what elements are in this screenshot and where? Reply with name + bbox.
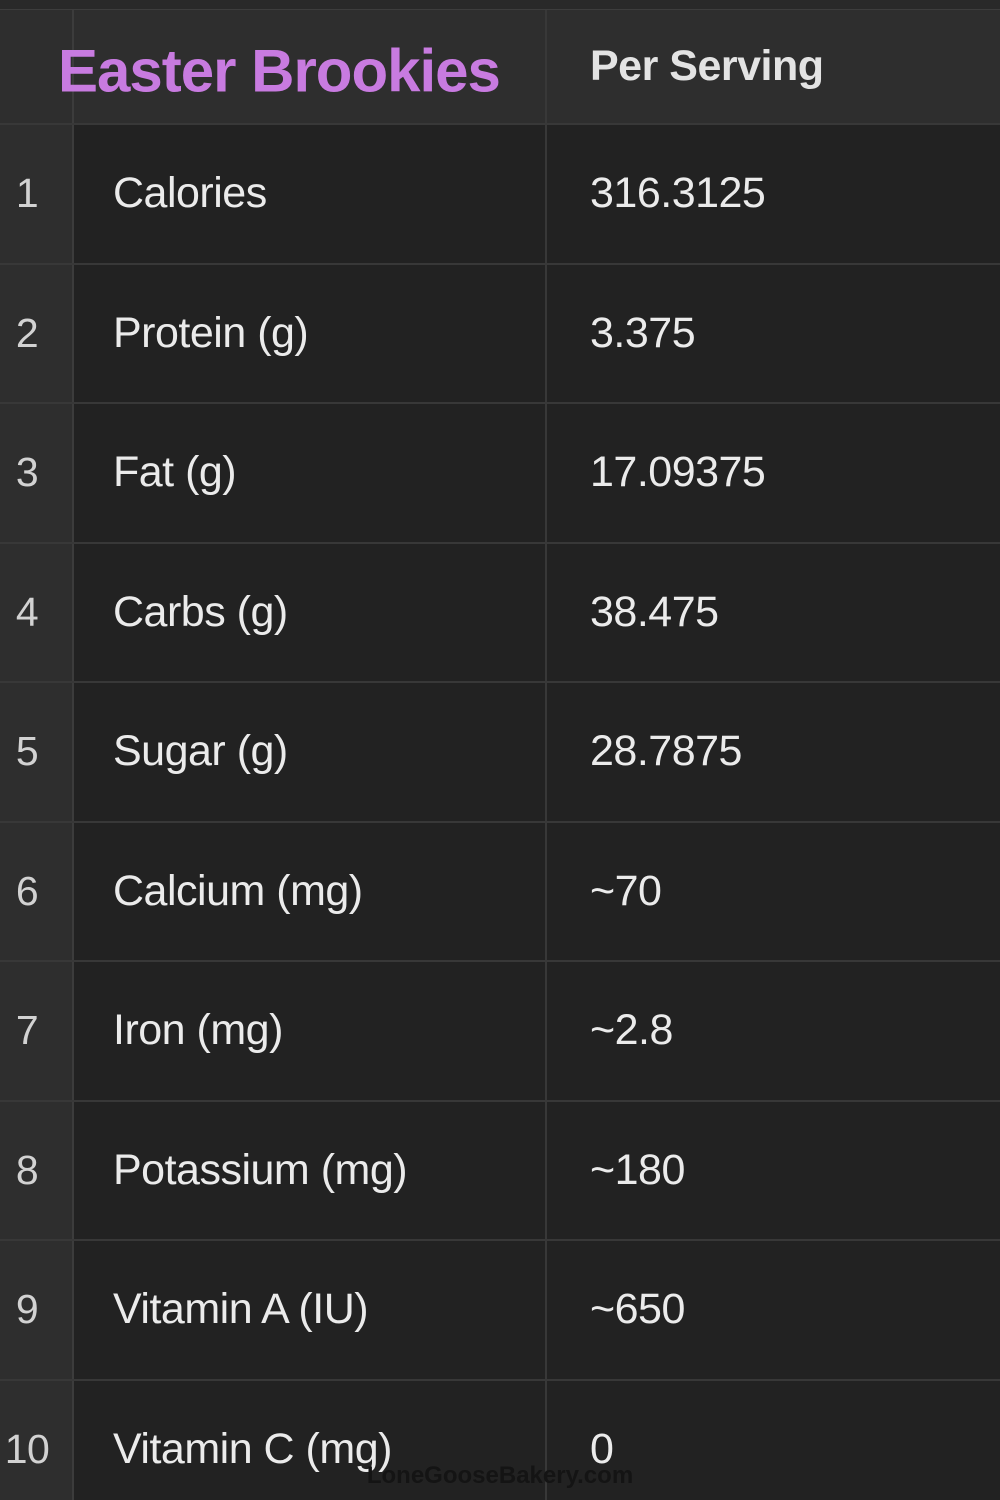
nutrient-value-cell[interactable]: ~180: [545, 1101, 1000, 1239]
row-number-cell[interactable]: 7: [0, 962, 74, 1100]
table-row: 7 Iron (mg) ~2.8: [0, 960, 1000, 1100]
nutrient-label-cell[interactable]: Vitamin C (mg): [113, 1424, 392, 1473]
nutrient-value-cell[interactable]: 3.375: [545, 264, 1000, 402]
row-number-cell[interactable]: 8: [0, 1101, 74, 1239]
table-row: 4 Carbs (g) 38.475: [0, 541, 1000, 681]
nutrient-value-cell[interactable]: ~2.8: [545, 962, 1000, 1100]
header-row: Per Serving Easter Brookies: [0, 10, 1000, 123]
table-row: 8 Potassium (mg) ~180: [0, 1099, 1000, 1239]
row-number-cell[interactable]: 1: [0, 125, 74, 263]
nutrient-label-cell[interactable]: Calories: [113, 169, 267, 218]
row-number-cell[interactable]: 2: [0, 264, 74, 402]
nutrient-value-cell[interactable]: ~70: [545, 822, 1000, 960]
row-number-header-cell[interactable]: [0, 10, 74, 123]
row-number-cell[interactable]: 9: [0, 1241, 74, 1379]
table-row: 1 Calories 316.3125: [0, 123, 1000, 263]
nutrient-label-cell[interactable]: Sugar (g): [113, 727, 288, 776]
nutrient-label-cell[interactable]: Vitamin A (IU): [113, 1285, 369, 1334]
nutrient-label-cell[interactable]: Carbs (g): [113, 587, 288, 636]
nutrient-value-cell[interactable]: 316.3125: [545, 125, 1000, 263]
table-row: 9 Vitamin A (IU) ~650: [0, 1239, 1000, 1379]
nutrient-value-cell[interactable]: 0: [545, 1380, 1000, 1500]
table-title[interactable]: Easter Brookies: [58, 37, 501, 104]
top-edge-strip: [0, 0, 1000, 10]
nutrient-label-cell[interactable]: Protein (g): [113, 308, 309, 357]
nutrient-value-cell[interactable]: ~650: [545, 1241, 1000, 1379]
watermark-text: LoneGooseBakery.com: [366, 1462, 634, 1489]
table-row: 3 Fat (g) 17.09375: [0, 402, 1000, 542]
nutrient-label-cell[interactable]: Calcium (mg): [113, 866, 363, 915]
nutrient-label-cell[interactable]: Potassium (mg): [113, 1145, 408, 1194]
nutrient-label-cell[interactable]: Iron (mg): [113, 1006, 283, 1055]
nutrient-value-cell[interactable]: 28.7875: [545, 683, 1000, 821]
row-number-cell[interactable]: 6: [0, 822, 74, 960]
table-row: 5 Sugar (g) 28.7875: [0, 681, 1000, 821]
table-row: 6 Calcium (mg) ~70: [0, 820, 1000, 960]
row-number-cell[interactable]: 3: [0, 404, 74, 542]
row-number-cell[interactable]: 5: [0, 683, 74, 821]
table-row: 10 Vitamin C (mg) 0: [0, 1378, 1000, 1500]
column-header-per-serving[interactable]: Per Serving: [545, 10, 1000, 123]
row-number-cell[interactable]: 4: [0, 543, 74, 681]
row-number-cell[interactable]: 10: [0, 1380, 74, 1500]
nutrient-label-cell[interactable]: Fat (g): [113, 448, 237, 497]
nutrient-value-cell[interactable]: 17.09375: [545, 404, 1000, 542]
nutrient-value-cell[interactable]: 38.475: [545, 543, 1000, 681]
table-row: 2 Protein (g) 3.375: [0, 262, 1000, 402]
